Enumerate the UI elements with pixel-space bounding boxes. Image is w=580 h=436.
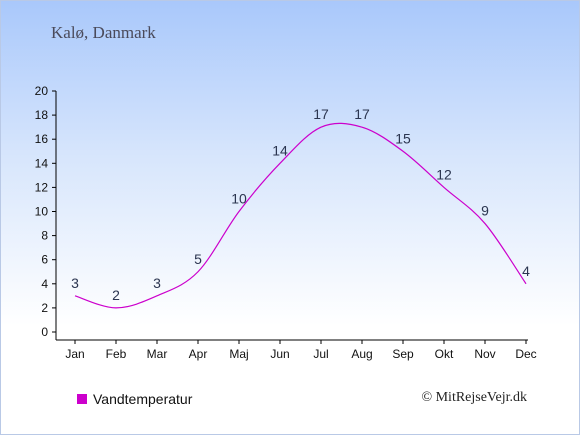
x-tick-label: Dec: [515, 347, 536, 361]
x-tick-label: Jul: [313, 347, 328, 361]
data-labels: 3 2 3 5 10 14 17 17 15 12 9 4: [71, 106, 530, 303]
x-tick-label: Sep: [392, 347, 414, 361]
x-tick-label: Okt: [435, 347, 454, 361]
data-label: 9: [481, 203, 489, 219]
y-tick-label: 6: [41, 253, 48, 267]
legend: Vandtemperatur: [77, 391, 192, 407]
copyright-text: © MitRejseVejr.dk: [421, 390, 527, 405]
data-label: 14: [272, 142, 288, 158]
data-label: 15: [395, 130, 411, 146]
x-tick-label: Jan: [65, 347, 84, 361]
y-tick-label: 12: [35, 180, 49, 194]
data-label: 17: [354, 106, 370, 122]
y-axis: 0 2 4 6 8 10 12 14 16 18 20: [35, 84, 57, 340]
y-tick-label: 10: [35, 205, 49, 219]
y-tick-label: 2: [41, 301, 48, 315]
y-tick-label: 0: [41, 325, 48, 339]
x-tick-label: Feb: [106, 347, 127, 361]
x-tick-label: Jun: [270, 347, 289, 361]
series-group: [74, 122, 527, 309]
place-title: Kalø, Danmark: [51, 23, 156, 42]
y-tick-label: 20: [35, 84, 49, 98]
y-tick-label: 16: [35, 132, 49, 146]
x-tick-label: Mar: [147, 347, 168, 361]
data-label: 5: [194, 251, 202, 267]
data-label: 3: [153, 275, 161, 291]
data-label: 10: [231, 191, 247, 207]
y-tick-label: 4: [41, 277, 48, 291]
x-tick-label: Aug: [351, 347, 372, 361]
y-tick-label: 14: [35, 156, 49, 170]
x-axis: Jan Feb Mar Apr Maj Jun Jul Aug Sep Okt Nov Dec: [56, 339, 537, 361]
x-tick-label: Nov: [474, 347, 495, 361]
data-label: 4: [522, 263, 530, 279]
legend-label: Vandtemperatur: [93, 391, 193, 407]
data-label: 2: [112, 287, 120, 303]
data-label: 12: [436, 166, 452, 182]
data-label: 3: [71, 275, 79, 291]
x-tick-label: Apr: [189, 347, 208, 361]
data-label: 17: [313, 106, 329, 122]
series-line-vandtemperatur: [74, 122, 527, 309]
y-tick-label: 18: [35, 108, 49, 122]
x-tick-label: Maj: [229, 347, 248, 361]
y-tick-label: 8: [41, 229, 48, 243]
legend-swatch: [77, 394, 87, 404]
